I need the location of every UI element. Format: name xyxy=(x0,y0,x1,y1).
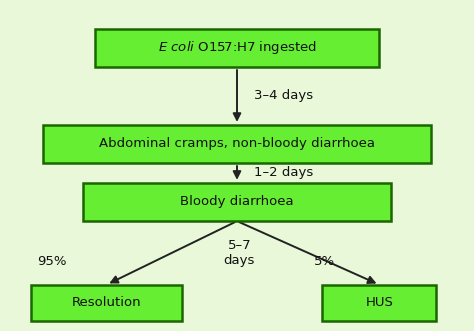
Text: Resolution: Resolution xyxy=(72,296,141,309)
FancyBboxPatch shape xyxy=(43,125,431,163)
Text: Abdominal cramps, non-bloody diarrhoea: Abdominal cramps, non-bloody diarrhoea xyxy=(99,137,375,151)
Text: $\it{E\ coli}$ O157:H7 ingested: $\it{E\ coli}$ O157:H7 ingested xyxy=(157,39,317,57)
Text: 95%: 95% xyxy=(37,255,67,268)
FancyBboxPatch shape xyxy=(31,285,182,321)
Text: HUS: HUS xyxy=(365,296,393,309)
Text: 5%: 5% xyxy=(314,255,335,268)
Text: 3–4 days: 3–4 days xyxy=(254,89,313,103)
FancyBboxPatch shape xyxy=(83,183,391,221)
FancyBboxPatch shape xyxy=(322,285,436,321)
Text: Bloody diarrhoea: Bloody diarrhoea xyxy=(180,195,294,209)
Text: 1–2 days: 1–2 days xyxy=(254,166,313,179)
Text: 5–7
days: 5–7 days xyxy=(224,239,255,267)
FancyBboxPatch shape xyxy=(95,29,379,67)
